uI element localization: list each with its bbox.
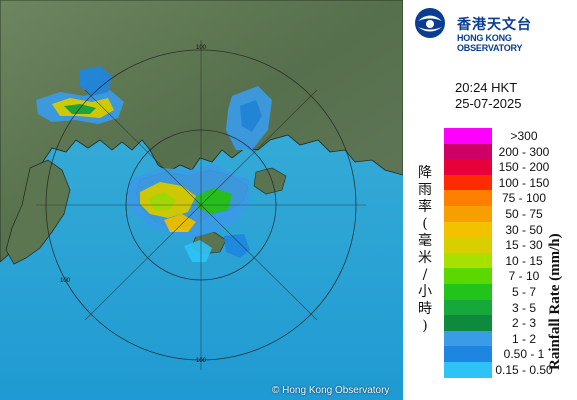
legend-label: 50 - 75 [505,207,543,221]
org-name-zh: 香港天文台 [457,17,532,33]
legend-swatch [444,206,492,222]
legend-label: 150 - 200 [498,160,550,175]
legend-label: 1 - 2 [511,331,536,346]
hko-emblem-icon [415,8,445,38]
western-peninsula [5,159,71,265]
legend-swatch [444,190,492,207]
legend-panel: 香港天文台 HONG KONG OBSERVATORY 20:24 HKT 25… [403,0,577,400]
legend-swatch [444,237,492,254]
legend-label: 30 - 50 [505,222,543,237]
legend-label: 15 - 30 [505,238,543,253]
radar-map-svg: 100 100 100 [0,0,403,400]
legend-label: 75 - 100 [501,191,547,206]
legend-title-zh: 降雨率(毫米 / 小時) [418,165,432,334]
legend-label: 7 - 10 [508,269,540,284]
legend-swatch [444,143,492,160]
legend-label: 0.15 - 0.50 [495,363,553,377]
legend-label: 100 - 150 [498,175,550,190]
legend-swatch [444,128,492,144]
legend-label: 2 - 3 [511,316,536,331]
mainland-landmass [0,0,403,263]
legend-label: >300 [510,129,538,143]
legend-swatch [444,315,492,332]
legend-swatch [444,362,492,378]
ring-label-south: 100 [196,358,207,364]
ring-label-north: 100 [196,45,207,51]
legend-swatch [444,284,492,300]
legend-swatch [444,221,492,238]
org-name-en: HONG KONG OBSERVATORY [457,33,523,53]
legend-swatch [444,174,492,191]
radar-map[interactable]: 100 100 100 © Hong Kong Observatory [0,0,403,400]
legend-label: 10 - 15 [505,253,543,268]
legend-label: 0.50 - 1 [503,347,545,362]
map-copyright: © Hong Kong Observatory [272,385,390,396]
legend-swatch [444,252,492,269]
ring-label-west: 100 [60,278,71,284]
rain-echoes [36,66,272,262]
radial-lines [36,40,366,370]
timestamp: 20:24 HKT 25-07-2025 [455,80,522,112]
date-label: 25-07-2025 [455,96,522,111]
legend-swatch [444,346,492,363]
hko-logo[interactable]: 香港天文台 HONG KONG OBSERVATORY [413,6,573,53]
legend-label: 3 - 5 [511,300,536,315]
legend-label: 5 - 7 [511,285,536,299]
time-label: 20:24 HKT [455,80,518,95]
legend-label: 200 - 300 [498,144,550,159]
legend-swatch [444,330,492,347]
legend-swatch [444,299,492,316]
legend-swatch [444,268,492,285]
eastern-island [253,167,287,195]
legend-swatch [444,159,492,176]
